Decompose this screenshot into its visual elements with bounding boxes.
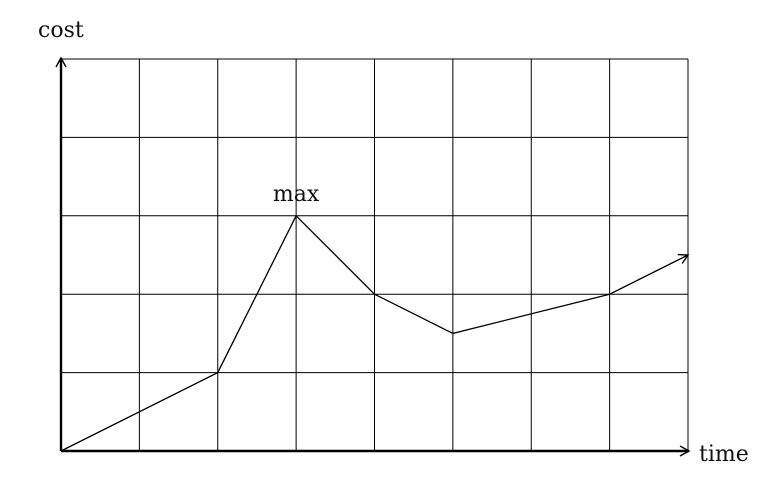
grid	[60, 58, 689, 452]
series-line	[60, 214, 690, 452]
y-axis-label: cost	[38, 18, 84, 43]
axes	[55, 56, 691, 457]
x-axis-label: time	[699, 442, 749, 467]
max-annotation: max	[273, 182, 320, 207]
